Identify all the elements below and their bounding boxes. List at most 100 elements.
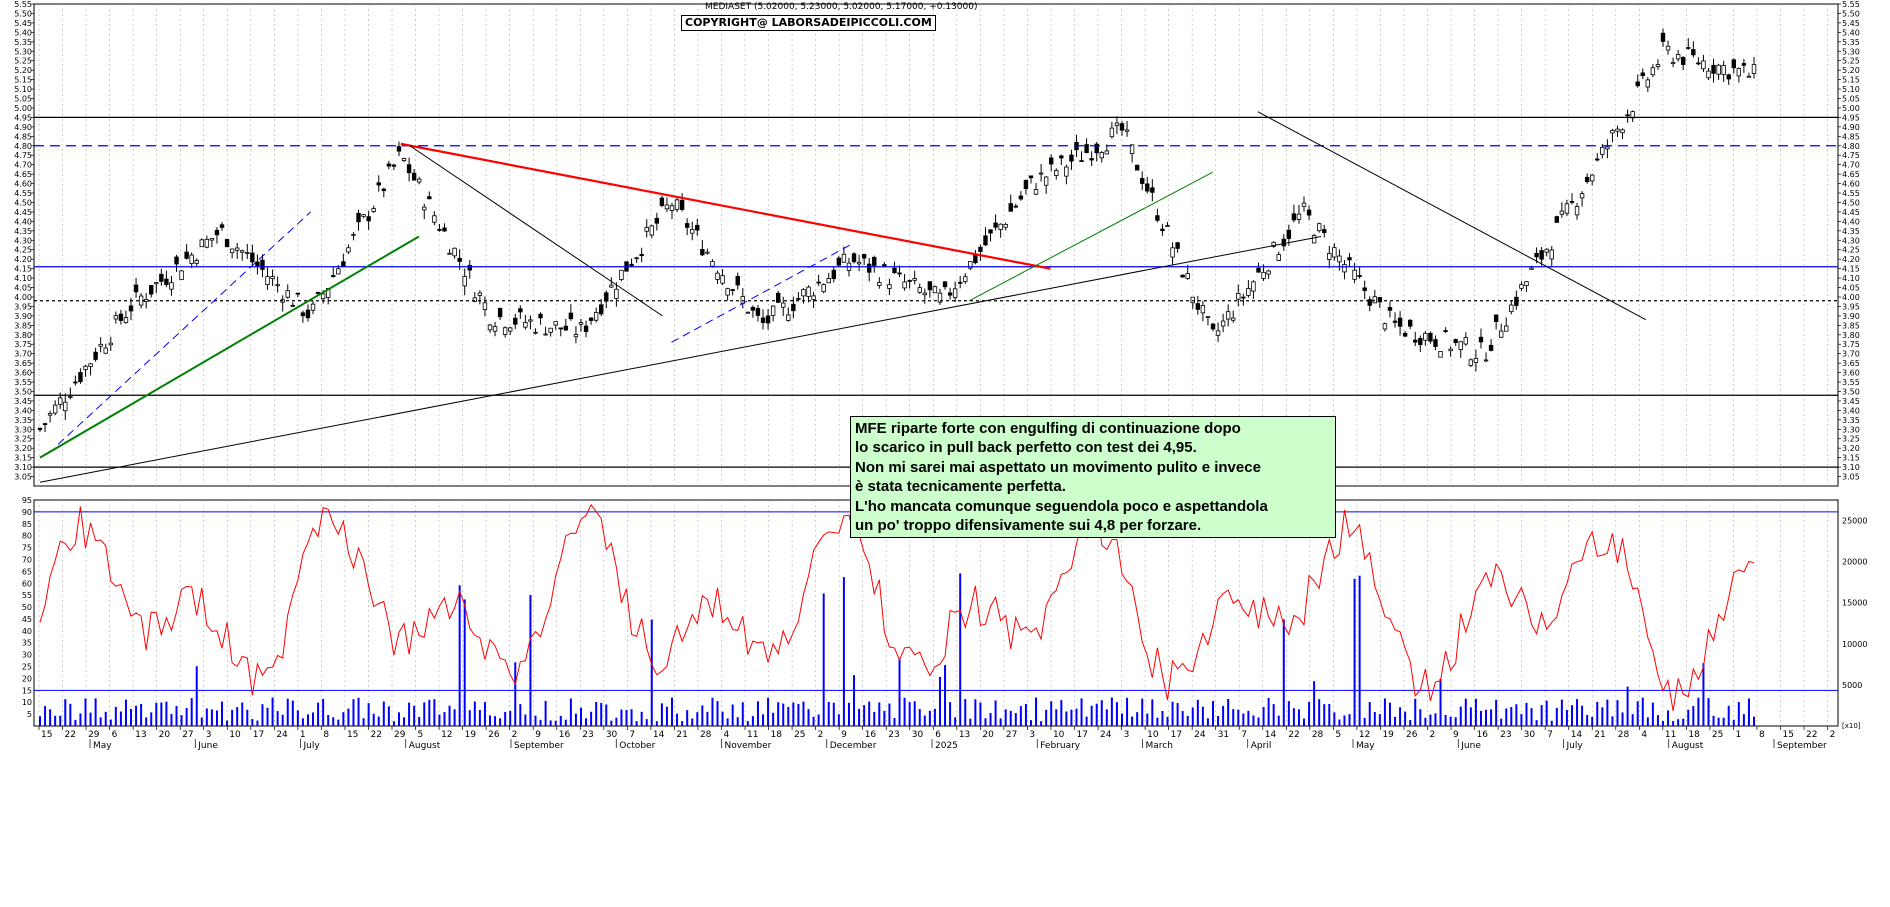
volume-bar bbox=[403, 717, 406, 726]
candle-body bbox=[315, 291, 321, 295]
volume-bar bbox=[1631, 714, 1634, 726]
osc-tick-label: 20 bbox=[22, 674, 32, 683]
candle-body bbox=[952, 288, 958, 298]
volume-bar bbox=[1414, 698, 1417, 726]
volume-bar bbox=[585, 718, 588, 726]
volume-bar bbox=[236, 707, 239, 726]
y-tick-label-left: 3.80 bbox=[14, 331, 32, 340]
candle-body bbox=[1064, 166, 1069, 177]
volume-bar bbox=[453, 709, 456, 726]
candle-body bbox=[1716, 64, 1721, 75]
candle-body bbox=[1306, 209, 1312, 216]
candle-body bbox=[1170, 247, 1175, 258]
x-tick-label: 5 bbox=[1335, 730, 1341, 740]
candle-body bbox=[1043, 176, 1049, 186]
volume-bar bbox=[802, 701, 805, 726]
candle-body bbox=[684, 223, 690, 228]
candle-body bbox=[947, 292, 953, 296]
candle-body bbox=[234, 247, 240, 251]
oscillator-line bbox=[39, 503, 1755, 711]
y-tick-label-left: 4.85 bbox=[14, 132, 32, 141]
candle-body bbox=[1205, 316, 1211, 319]
y-tick-label-left: 5.40 bbox=[14, 28, 32, 37]
candle-body bbox=[821, 284, 826, 293]
volume-bar bbox=[989, 712, 992, 726]
y-tick-label-left: 4.15 bbox=[14, 265, 32, 274]
volume-bar bbox=[1262, 707, 1265, 726]
y-tick-label-right: 5.25 bbox=[1842, 57, 1860, 66]
candle-body bbox=[1610, 130, 1615, 134]
candle-body bbox=[1655, 64, 1661, 68]
volume-bar bbox=[579, 707, 582, 726]
volume-bar bbox=[1626, 686, 1629, 726]
volume-bar bbox=[534, 715, 537, 726]
volume-bar bbox=[104, 711, 107, 726]
volume-bar bbox=[1586, 714, 1589, 726]
candle-body bbox=[93, 351, 98, 360]
candle-body bbox=[710, 261, 715, 267]
x-tick-label: 27 bbox=[182, 730, 193, 740]
volume-bar bbox=[312, 712, 315, 726]
candle-body bbox=[715, 272, 720, 280]
y-tick-label-left: 4.80 bbox=[14, 142, 32, 151]
candle-body bbox=[1640, 72, 1645, 77]
volume-bar bbox=[590, 711, 593, 726]
candle-body bbox=[1165, 225, 1170, 227]
candle-body bbox=[336, 268, 341, 275]
volume-bar bbox=[64, 699, 67, 726]
candle-body bbox=[1463, 337, 1469, 345]
candle-body bbox=[341, 261, 346, 267]
volume-bar bbox=[1424, 717, 1427, 726]
volume-bar bbox=[1732, 719, 1735, 726]
x-tick-label: 29 bbox=[394, 730, 406, 740]
volume-bar bbox=[150, 712, 153, 726]
candle-body bbox=[1231, 317, 1236, 321]
x-tick-label: 13 bbox=[135, 730, 146, 740]
x-tick-label: 25 bbox=[794, 730, 805, 740]
candle-body bbox=[816, 281, 821, 284]
candle-body bbox=[1407, 319, 1413, 327]
x-tick-label: 14 bbox=[653, 730, 665, 740]
month-label: August bbox=[409, 741, 441, 751]
volume-bar bbox=[1348, 714, 1351, 726]
volume-bar bbox=[842, 577, 845, 726]
y-tick-label-left: 3.35 bbox=[14, 416, 32, 425]
volume-bar bbox=[660, 703, 663, 726]
candle-body bbox=[442, 227, 447, 232]
candle-body bbox=[872, 256, 877, 266]
candle-body bbox=[1276, 254, 1281, 261]
month-label: December bbox=[830, 741, 877, 751]
candle-body bbox=[224, 239, 230, 248]
x-tick-label: 2 bbox=[818, 730, 824, 740]
volume-bar bbox=[863, 705, 866, 726]
note-line: MFE riparte forte con engulfing di conti… bbox=[855, 420, 1241, 437]
x-tick-label: 10 bbox=[229, 730, 241, 740]
candle-body bbox=[897, 272, 902, 275]
candle-body bbox=[1721, 65, 1726, 75]
volume-bar bbox=[281, 714, 284, 726]
volume-bar bbox=[251, 719, 254, 726]
candle-body bbox=[164, 278, 169, 286]
volume-bar bbox=[185, 707, 188, 726]
candle-body bbox=[482, 302, 488, 310]
volume-bar bbox=[119, 711, 122, 726]
candle-body bbox=[492, 326, 498, 332]
x-tick-label: 29 bbox=[88, 730, 100, 740]
volume-bar bbox=[1747, 698, 1750, 726]
candle-body bbox=[983, 235, 988, 246]
volume-bar bbox=[1383, 698, 1386, 726]
volume-bar bbox=[200, 717, 203, 726]
volume-bar bbox=[514, 662, 517, 726]
osc-tick-label: 65 bbox=[22, 567, 32, 576]
candle-body bbox=[1079, 160, 1084, 163]
volume-bar bbox=[1682, 718, 1685, 726]
candle-body bbox=[1185, 273, 1190, 279]
candle-body bbox=[892, 267, 897, 274]
candle-body bbox=[467, 264, 472, 271]
month-label: September bbox=[514, 741, 564, 751]
y-tick-label-left: 4.45 bbox=[14, 208, 32, 217]
candle-body bbox=[1215, 330, 1221, 336]
candle-body bbox=[1124, 129, 1130, 132]
candle-body bbox=[563, 325, 569, 331]
candle-body bbox=[1418, 338, 1423, 346]
